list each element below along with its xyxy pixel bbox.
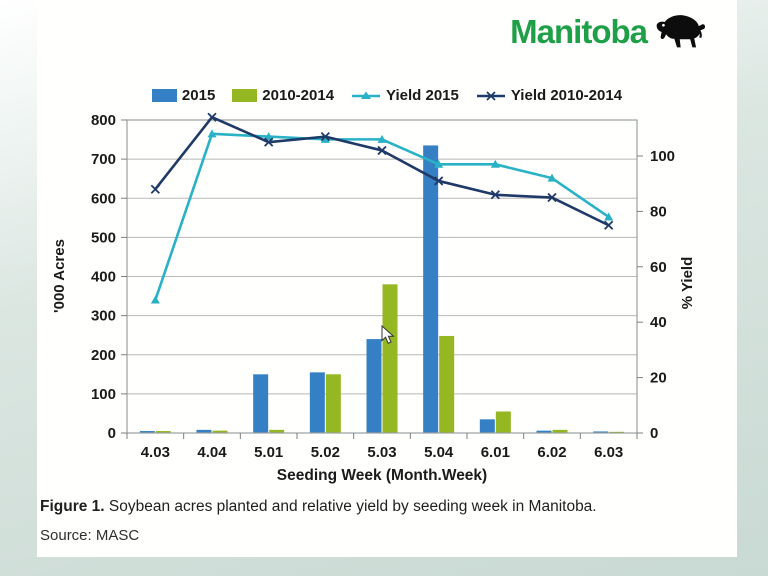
bar bbox=[253, 374, 269, 433]
x-axis-tick-label: 4.04 bbox=[197, 444, 227, 461]
x-axis-tick-label: 5.04 bbox=[424, 444, 454, 461]
left-axis-tick-label: 500 bbox=[91, 229, 116, 246]
combo-chart: 0 100 200 300 400 500 600 700 800 0 20 40 60 80 100 4.0… bbox=[51, 112, 696, 484]
triangle-marker bbox=[604, 212, 614, 221]
left-axis-tick-label: 100 bbox=[91, 386, 116, 403]
x-axis-tick-label: 6.01 bbox=[481, 444, 510, 461]
x-marker bbox=[604, 220, 614, 230]
line-yield-2010-2014 bbox=[150, 112, 614, 230]
triangle-marker bbox=[434, 159, 444, 168]
x-axis-tick-label: 6.03 bbox=[594, 444, 623, 461]
x-marker bbox=[150, 184, 160, 194]
legend-label: 2015 bbox=[181, 87, 216, 104]
left-axis-tick-label: 300 bbox=[91, 308, 116, 325]
triangle-marker bbox=[207, 129, 217, 138]
triangle-marker bbox=[547, 173, 557, 182]
left-axis-tick-label: 600 bbox=[91, 190, 116, 207]
right-axis-tick-label: 60 bbox=[650, 259, 667, 276]
slide-content-area: Manitoba 2015 2010-2014 Yield 2015 Yield 20… bbox=[37, 0, 737, 557]
legend-item-yield-2015: Yield 2015 bbox=[351, 87, 459, 104]
x-axis-tick-label: 5.03 bbox=[367, 444, 396, 461]
left-axis-tick-label: 700 bbox=[91, 151, 116, 168]
bar bbox=[366, 339, 382, 433]
x-marker bbox=[264, 137, 274, 147]
x-axis-tick-label: 5.02 bbox=[311, 444, 340, 461]
right-axis-tick-label: 80 bbox=[650, 203, 667, 220]
bar bbox=[382, 284, 398, 433]
source-note: Source: MASC bbox=[40, 527, 140, 544]
figure-caption: Figure 1. Soybean acres planted and rela… bbox=[40, 498, 734, 516]
bars-2015 bbox=[139, 145, 609, 433]
x-marker bbox=[320, 131, 330, 142]
legend-line-marker bbox=[476, 90, 505, 101]
bar bbox=[593, 431, 609, 433]
legend-swatch bbox=[232, 89, 258, 102]
bars-2010-2014 bbox=[155, 284, 625, 434]
triangle-marker bbox=[490, 159, 500, 168]
figure-caption-text: Soybean acres planted and relative yield… bbox=[104, 498, 597, 515]
bar bbox=[269, 429, 285, 433]
bar bbox=[495, 411, 511, 433]
x-axis-tick-label: 4.03 bbox=[141, 444, 170, 461]
right-axis-tick-label: 0 bbox=[650, 425, 658, 442]
bar bbox=[479, 419, 495, 433]
mouse-cursor bbox=[381, 325, 395, 344]
bar bbox=[536, 430, 552, 433]
bar bbox=[309, 372, 325, 433]
legend-label: 2010-2014 bbox=[262, 87, 335, 104]
x-axis-tick-label: 5.01 bbox=[254, 444, 283, 461]
chart-legend: 2015 2010-2014 Yield 2015 Yield 2010-2014 bbox=[92, 87, 682, 104]
right-axis-tick-label: 100 bbox=[650, 148, 675, 165]
left-axis-tick-label: 800 bbox=[91, 112, 116, 129]
bar bbox=[423, 145, 439, 433]
legend-line-marker bbox=[352, 91, 381, 99]
bar bbox=[552, 429, 568, 433]
bar bbox=[439, 335, 455, 433]
right-axis-tick-label: 20 bbox=[650, 370, 667, 387]
triangle-marker bbox=[264, 132, 274, 141]
legend-label: Yield 2010-2014 bbox=[510, 87, 623, 104]
legend-item-2010-2014: 2010-2014 bbox=[232, 87, 334, 104]
left-axis-tick-label: 0 bbox=[108, 425, 116, 442]
x-marker bbox=[490, 190, 500, 200]
left-axis-tick-label: 400 bbox=[91, 269, 116, 286]
triangle-marker bbox=[150, 295, 160, 304]
triangle-marker bbox=[377, 134, 387, 143]
manitoba-logo: Manitoba bbox=[510, 12, 711, 52]
figure-caption-label: Figure 1. bbox=[40, 498, 105, 515]
bar bbox=[212, 430, 228, 433]
left-axis-title: '000 Acres bbox=[51, 239, 68, 313]
legend-swatch bbox=[151, 89, 177, 102]
right-axis-tick-label: 40 bbox=[650, 314, 667, 331]
x-axis-tick-label: 6.02 bbox=[537, 444, 566, 461]
bar bbox=[196, 429, 212, 433]
bar bbox=[139, 431, 155, 433]
triangle-marker bbox=[320, 134, 330, 143]
bar bbox=[155, 431, 171, 433]
left-axis-tick-label: 200 bbox=[91, 347, 116, 364]
x-marker bbox=[434, 176, 444, 186]
manitoba-logo-text: Manitoba bbox=[510, 13, 648, 50]
line-yield-2015 bbox=[150, 129, 614, 304]
legend-item-2015: 2015 bbox=[151, 87, 216, 104]
x-marker bbox=[377, 145, 387, 156]
x-marker bbox=[207, 112, 217, 122]
bar bbox=[325, 374, 341, 433]
x-marker bbox=[547, 192, 557, 203]
bison-icon bbox=[656, 15, 706, 48]
right-axis-title: % Yield bbox=[679, 257, 696, 310]
legend-label: Yield 2015 bbox=[386, 87, 459, 104]
x-axis-title: Seeding Week (Month.Week) bbox=[277, 467, 487, 484]
legend-item-yield-2010-2014: Yield 2010-2014 bbox=[476, 87, 622, 104]
